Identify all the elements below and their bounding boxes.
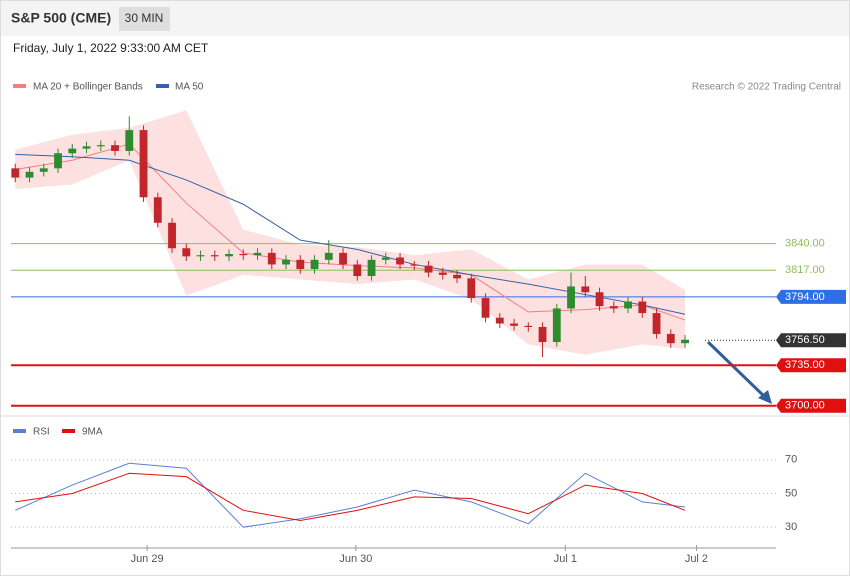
candle-body (225, 254, 233, 257)
candle-body (267, 252, 276, 265)
level-label: 3840.00 (785, 238, 825, 250)
interval-box[interactable] (119, 7, 170, 31)
candle-body (96, 145, 105, 147)
x-tick-label: Jul 2 (685, 553, 708, 565)
bollinger-band (15, 110, 686, 355)
interval[interactable]: 30 MIN (125, 11, 164, 25)
candle-body (125, 130, 134, 151)
candle-body (681, 339, 689, 344)
level-tag (776, 398, 846, 413)
candle-body (410, 264, 419, 266)
candle-body (25, 171, 34, 178)
level-label: 3794.00 (785, 291, 825, 303)
legend-label: MA 20 + Bollinger Bands (33, 82, 143, 93)
legend-label: MA 50 (175, 82, 204, 93)
candle-body (524, 325, 533, 327)
candle-body (424, 265, 433, 273)
candle-body (353, 264, 362, 277)
x-tick-label: Jul 1 (554, 553, 577, 565)
candle-body (396, 257, 404, 265)
candle-body (652, 313, 661, 334)
candle-body (324, 252, 333, 260)
candle-body (581, 286, 590, 293)
level-label: 3700.00 (785, 400, 825, 412)
rsi-tick-label: 50 (785, 487, 797, 499)
candle-body (168, 222, 176, 249)
candle-body (367, 259, 376, 277)
forecast-arrow (706, 340, 768, 400)
level-label: 3817.00 (785, 264, 825, 276)
x-tick-label: Jun 29 (131, 553, 164, 565)
candle-body (638, 301, 647, 314)
candle-body (139, 130, 148, 198)
level-label: 3756.50 (785, 334, 825, 346)
credit: Research © 2022 Trading Central (692, 82, 841, 93)
candle-body (453, 274, 461, 279)
candle-body (510, 323, 518, 326)
candle-body (595, 292, 604, 307)
subtitle: Friday, July 1, 2022 9:33:00 AM CET (13, 41, 209, 55)
rsi-line (15, 462, 686, 528)
candle-body (495, 317, 504, 324)
legend-swatch (13, 429, 26, 433)
candle-body (153, 197, 162, 223)
candle-body (282, 259, 290, 265)
candle-body (381, 257, 390, 260)
candle-body (210, 255, 219, 257)
candle-body (339, 252, 347, 265)
rsi-line (15, 472, 686, 521)
candle-body (111, 145, 119, 151)
level-tag (776, 289, 846, 304)
candle-body (196, 255, 205, 257)
rsi-tick-label: 30 (785, 521, 797, 533)
candle-body (609, 306, 618, 309)
legend-swatch (156, 84, 169, 88)
legend-label: RSI (33, 427, 50, 438)
candle-body (239, 254, 248, 256)
legend-swatch (13, 84, 26, 88)
legend-label: 9MA (82, 427, 103, 438)
candle-body (438, 272, 447, 275)
candle-body (552, 308, 561, 343)
candle-body (68, 148, 77, 154)
arrow-head (758, 390, 772, 404)
candle-body (467, 278, 476, 299)
level-tag (776, 358, 846, 373)
candle-body (253, 252, 262, 256)
level-tag (776, 333, 846, 348)
candle-body (11, 168, 20, 178)
legend-swatch (62, 429, 75, 433)
candle-body (624, 301, 632, 309)
candle-body (666, 333, 675, 344)
candle-body (82, 146, 91, 149)
candle-body (567, 286, 575, 309)
x-tick-label: Jun 30 (339, 553, 372, 565)
level-label: 3735.00 (785, 359, 825, 371)
candle-body (54, 153, 62, 169)
rsi-tick-label: 70 (785, 454, 797, 466)
candle-body (538, 326, 547, 343)
chart-title: S&P 500 (CME) (11, 10, 111, 26)
candle-body (296, 259, 305, 270)
candle-body (182, 248, 191, 257)
candle-body (310, 259, 319, 270)
candle-body (39, 168, 48, 172)
candle-body (481, 298, 490, 318)
